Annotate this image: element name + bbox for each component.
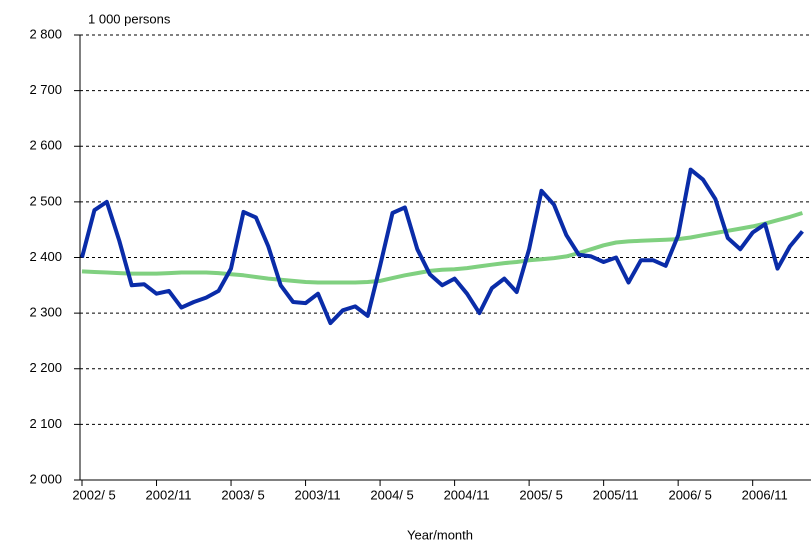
x-tick-label: 2006/ 5 [668,487,711,502]
y-tick-label: 2 300 [29,305,62,320]
y-tick-label: 2 500 [29,193,62,208]
series-line [81,211,803,285]
grid [74,34,811,481]
y-tick-label: 2 600 [29,138,62,153]
y-tick-label: 2 200 [29,360,62,375]
x-tick-label: 2004/11 [444,487,490,502]
x-tick-label: 2005/ 5 [519,487,562,502]
y-axis-unit: 1 000 persons [88,11,171,26]
y-tick-label: 2 400 [29,249,62,264]
y-tick-label: 2 700 [29,82,62,97]
plot-area [80,167,804,326]
y-tick-label: 2 100 [29,416,62,431]
x-tick-label: 2005/11 [593,487,639,502]
x-tick-label: 2003/11 [295,487,341,502]
x-tick-label: 2002/11 [146,487,192,502]
x-tick-label: 2002/ 5 [72,487,115,502]
x-axis-label: Year/month [407,527,473,542]
series-line [80,167,804,326]
x-tick-label: 2006/11 [742,487,788,502]
x-tick-label: 2003/ 5 [221,487,264,502]
y-tick-label: 2 800 [29,26,62,41]
y-tick-label: 2 000 [29,471,62,486]
x-tick-label: 2004/ 5 [370,487,413,502]
